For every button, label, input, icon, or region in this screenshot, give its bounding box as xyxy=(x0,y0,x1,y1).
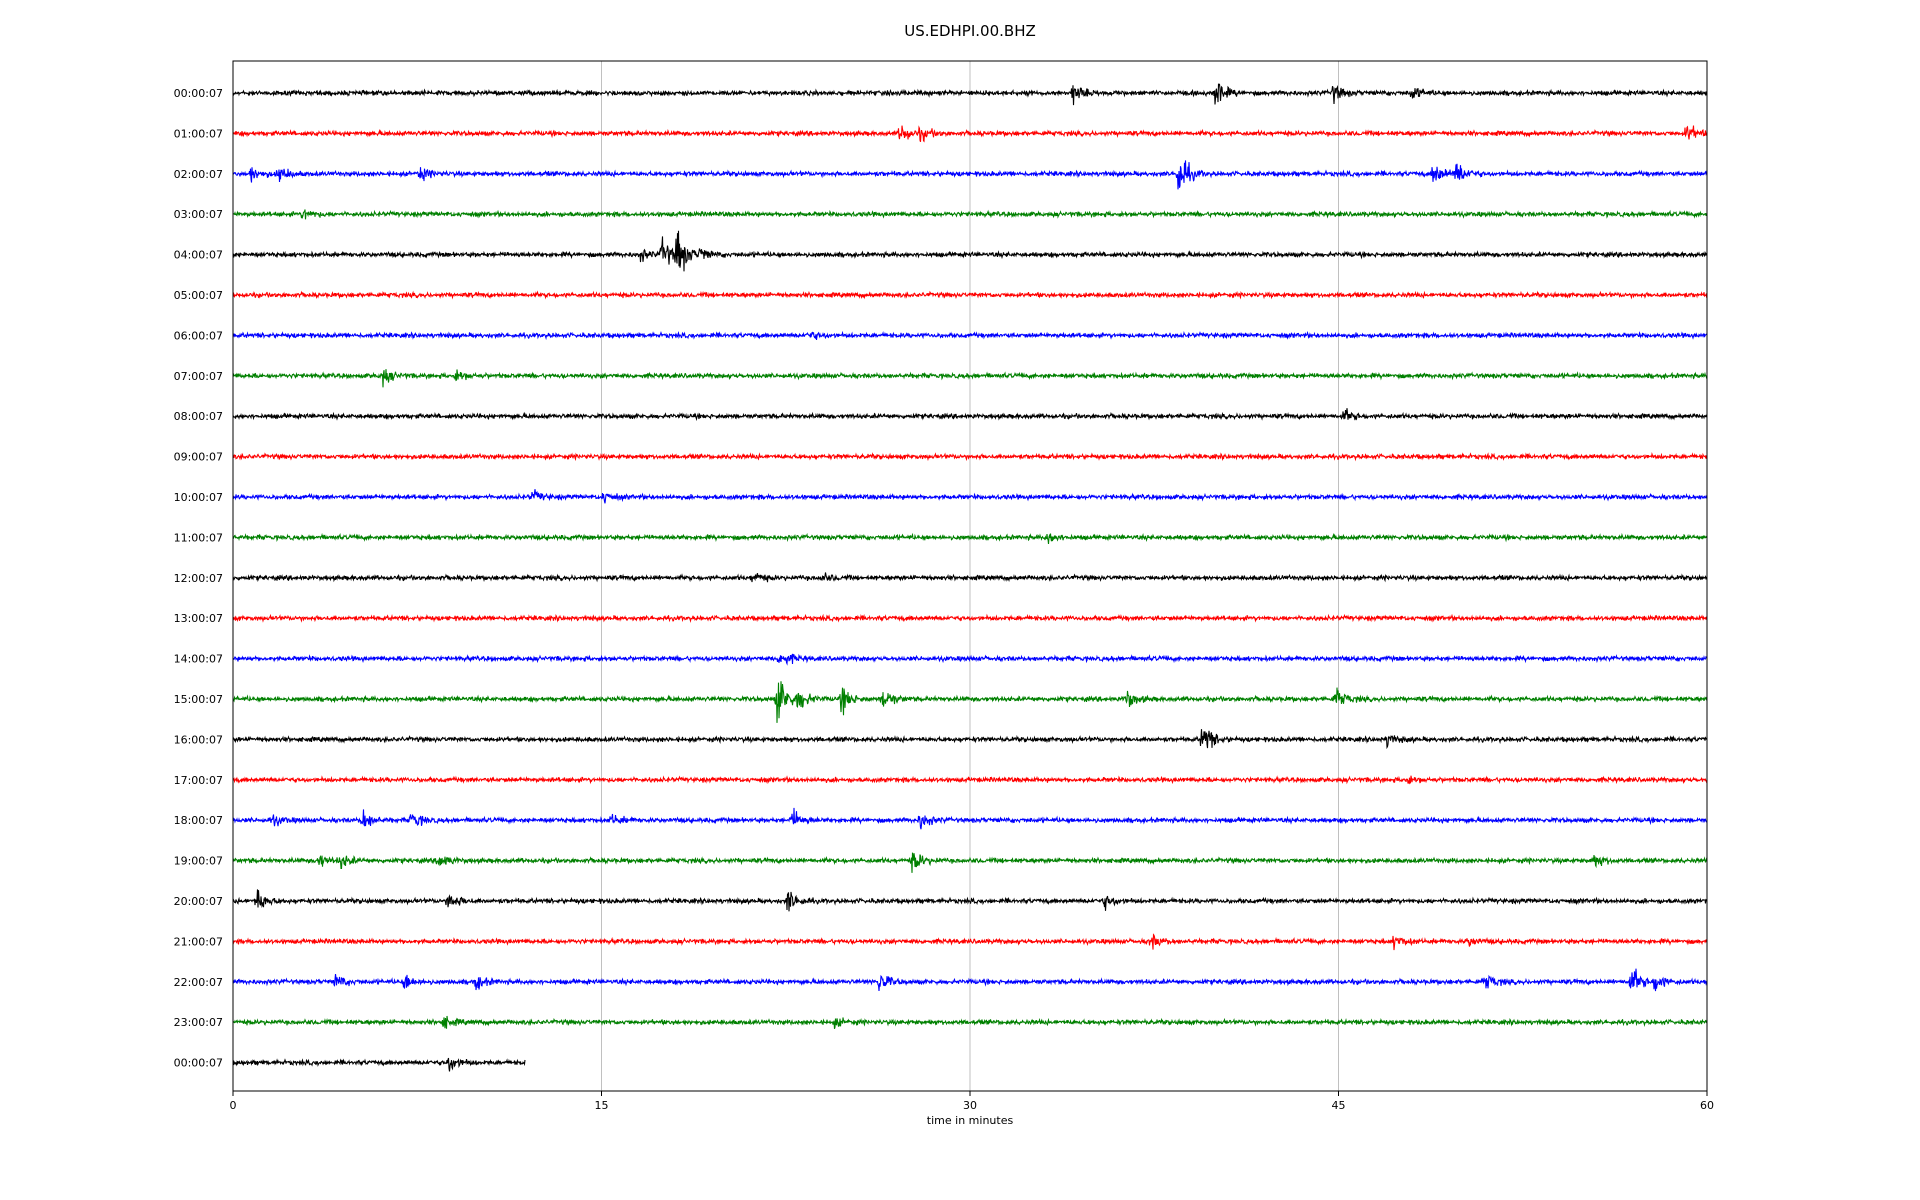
trace-line xyxy=(232,889,1708,912)
trace-line xyxy=(232,968,1708,992)
row-time-label: 16:00:07 xyxy=(174,733,223,746)
trace-line xyxy=(232,1057,526,1072)
trace-line xyxy=(232,83,1708,106)
row-time-label: 00:00:07 xyxy=(174,87,223,100)
trace-line xyxy=(232,160,1708,190)
row-time-label: 04:00:07 xyxy=(174,249,223,262)
trace-line xyxy=(232,729,1707,750)
row-time-label: 13:00:07 xyxy=(174,612,223,625)
trace-line xyxy=(232,613,1708,623)
row-time-label: 17:00:07 xyxy=(174,774,223,787)
row-time-label: 05:00:07 xyxy=(174,289,223,302)
row-time-label: 19:00:07 xyxy=(174,855,223,868)
row-time-label: 07:00:07 xyxy=(174,370,223,383)
trace-line xyxy=(232,852,1708,873)
trace-line xyxy=(232,451,1708,462)
row-time-label: 12:00:07 xyxy=(174,572,223,585)
row-time-label: 00:00:07 xyxy=(174,1057,223,1070)
row-time-label: 14:00:07 xyxy=(174,653,223,666)
trace-line xyxy=(232,532,1708,544)
x-axis: 0 15 30 45 60 xyxy=(230,1091,1714,1112)
trace-line xyxy=(232,290,1708,300)
x-tick-label: 15 xyxy=(595,1099,609,1112)
row-time-label: 18:00:07 xyxy=(174,814,223,827)
x-tick-label: 45 xyxy=(1332,1099,1346,1112)
trace-line xyxy=(232,408,1708,422)
trace-line xyxy=(232,230,1708,272)
trace-line xyxy=(232,807,1708,830)
row-time-label: 21:00:07 xyxy=(174,935,223,948)
row-time-label: 23:00:07 xyxy=(174,1016,223,1029)
trace-line xyxy=(232,1015,1708,1029)
row-time-label: 15:00:07 xyxy=(174,693,223,706)
row-time-label: 03:00:07 xyxy=(174,208,223,221)
row-time-label: 01:00:07 xyxy=(174,127,223,140)
trace-line xyxy=(232,775,1708,785)
x-tick-label: 0 xyxy=(230,1099,237,1112)
x-axis-label: time in minutes xyxy=(927,1114,1014,1127)
row-time-label: 11:00:07 xyxy=(174,531,223,544)
x-tick-label: 60 xyxy=(1700,1099,1714,1112)
grid-lines xyxy=(601,61,1339,1091)
trace-line xyxy=(232,489,1708,504)
row-time-label: 20:00:07 xyxy=(174,895,223,908)
row-time-label: 09:00:07 xyxy=(174,451,223,464)
trace-line xyxy=(232,125,1708,143)
row-time-label: 08:00:07 xyxy=(174,410,223,423)
row-labels: 00:00:07 01:00:07 02:00:07 03:00:07 04:00:07… xyxy=(174,87,223,1070)
trace-line xyxy=(232,681,1708,723)
trace-layer xyxy=(232,83,1708,1072)
row-time-label: 10:00:07 xyxy=(174,491,223,504)
row-time-label: 02:00:07 xyxy=(174,168,223,181)
trace-line xyxy=(232,330,1708,341)
trace-line xyxy=(232,369,1708,388)
row-time-label: 06:00:07 xyxy=(174,329,223,342)
chart-title: US.EDHPI.00.BHZ xyxy=(904,22,1036,40)
trace-line xyxy=(232,933,1708,951)
trace-line xyxy=(232,209,1708,220)
trace-line xyxy=(232,653,1708,666)
trace-line xyxy=(232,572,1708,583)
row-time-label: 22:00:07 xyxy=(174,976,223,989)
x-tick-label: 30 xyxy=(963,1099,977,1112)
